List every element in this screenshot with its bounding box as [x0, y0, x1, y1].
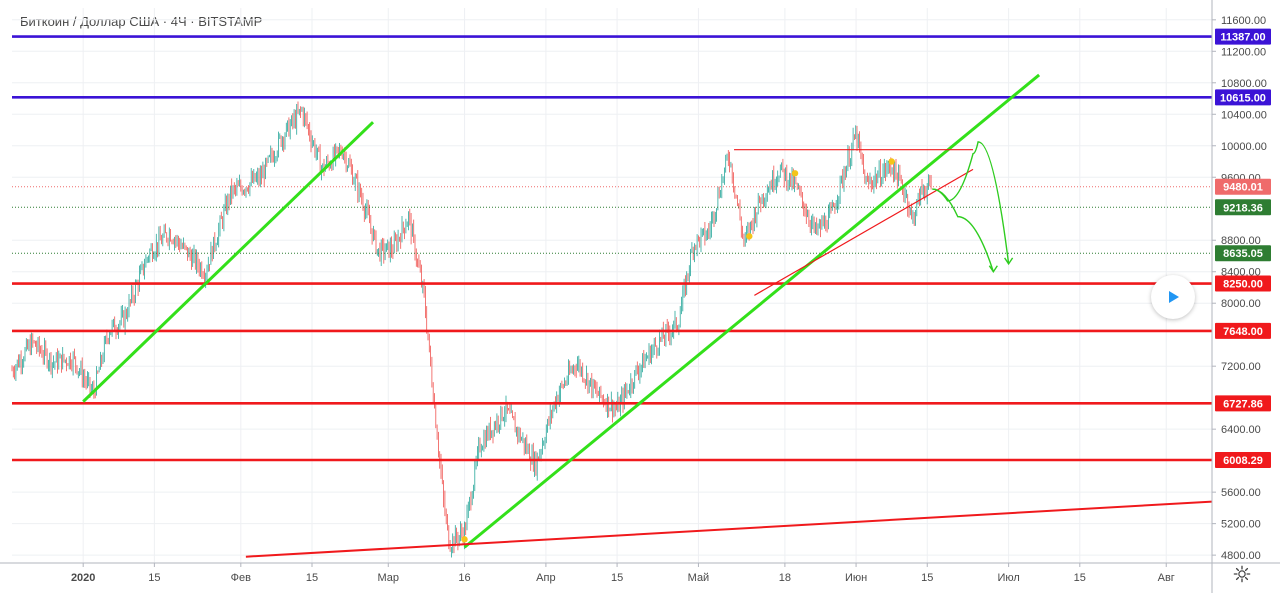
price-label-box	[1215, 245, 1271, 262]
gear-icon[interactable]	[1233, 565, 1251, 583]
forecast-arrows	[932, 141, 1014, 273]
x-tick-label: 15	[306, 572, 318, 584]
x-tick-label: Апр	[536, 572, 555, 584]
forecast-path	[932, 188, 995, 272]
price-labels: 11387.00 10615.00 8250.00 7648.00 6727.86 600…	[1215, 28, 1271, 469]
y-tick-label: 8800.00	[1221, 235, 1261, 247]
forecast-arrowhead	[1004, 257, 1014, 266]
x-tick-label: 15	[611, 572, 623, 584]
trend-line	[245, 500, 1213, 558]
y-tick-label: 10000.00	[1221, 141, 1267, 153]
price-label-box	[1215, 395, 1271, 412]
price-label: 10615.00	[1220, 92, 1266, 104]
price-label-box	[1215, 89, 1271, 106]
price-candles	[11, 101, 932, 558]
price-label-box	[1215, 28, 1271, 45]
y-tick-label: 10800.00	[1221, 78, 1267, 90]
price-label: 9218.36	[1223, 202, 1263, 214]
x-tick-label: 2020	[71, 572, 95, 584]
forecast-path	[932, 141, 1010, 264]
event-marker	[888, 158, 895, 165]
trend-line	[463, 73, 1041, 549]
price-label-box	[1215, 322, 1271, 339]
chart-title: Биткоин / Доллар США · 4Ч · BITSTAMP	[20, 14, 263, 29]
y-tick-label: 8000.00	[1221, 298, 1261, 310]
x-tick-label: Май	[688, 572, 710, 584]
y-tick-label: 5600.00	[1221, 487, 1261, 499]
grid	[12, 8, 1212, 563]
event-marker	[791, 170, 799, 177]
price-label: 8635.05	[1223, 248, 1263, 260]
x-tick-label: Июн	[845, 572, 867, 584]
x-tick-label: 15	[148, 572, 160, 584]
price-label-box	[1215, 199, 1271, 216]
y-tick-label: 11200.00	[1221, 46, 1266, 58]
price-label: 9480.01	[1223, 182, 1263, 194]
price-label: 7648.00	[1223, 326, 1263, 338]
event-marker	[461, 536, 468, 543]
trend-line	[82, 121, 375, 403]
y-tick-label: 5200.00	[1221, 519, 1261, 531]
horizontal-levels	[12, 35, 1212, 462]
y-tick-label: 11600.00	[1221, 15, 1266, 27]
price-label: 8250.00	[1223, 279, 1263, 291]
x-tick-label: Фев	[231, 572, 251, 584]
forecast-arrowhead	[988, 265, 998, 273]
x-tick-label: Мар	[378, 572, 400, 584]
x-tick-label: Июл	[997, 572, 1019, 584]
scroll-to-realtime-button[interactable]	[1151, 275, 1195, 319]
price-label: 6008.29	[1223, 455, 1263, 467]
x-tick-label: 16	[458, 572, 470, 584]
price-label: 11387.00	[1220, 32, 1265, 44]
event-marker	[746, 233, 753, 240]
price-label-box	[1215, 275, 1271, 292]
x-tick-label: 18	[779, 572, 791, 584]
y-tick-label: 10400.00	[1221, 109, 1267, 121]
y-tick-label: 7200.00	[1221, 361, 1261, 373]
event-markers	[461, 158, 895, 543]
x-tick-label: Авг	[1158, 572, 1175, 584]
price-label: 6727.86	[1223, 398, 1263, 410]
y-tick-label: 4800.00	[1221, 550, 1261, 562]
x-tick-label: 15	[921, 572, 933, 584]
trend-lines	[82, 73, 1213, 558]
y-tick-label: 6400.00	[1221, 424, 1261, 436]
play-icon	[1169, 291, 1179, 303]
x-tick-label: 15	[1074, 572, 1086, 584]
price-label-box	[1215, 178, 1271, 195]
price-label-box	[1215, 452, 1271, 469]
